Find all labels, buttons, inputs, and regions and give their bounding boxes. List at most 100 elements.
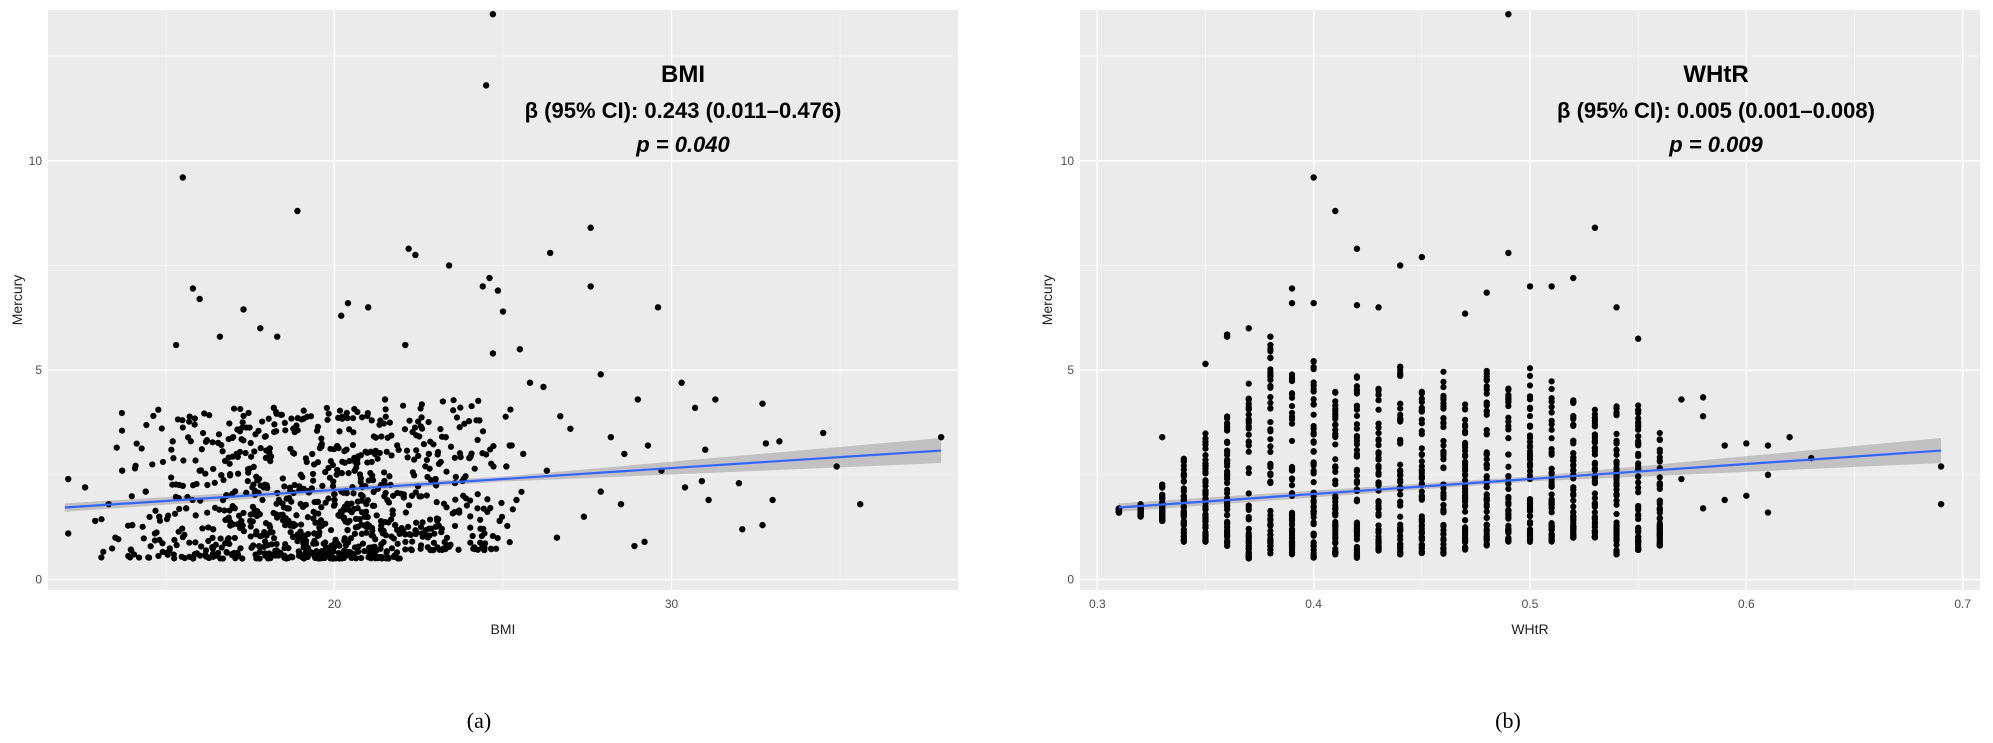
data-point	[1721, 496, 1728, 504]
data-point	[275, 496, 282, 503]
x-tick-label: 30	[665, 597, 679, 611]
data-point	[503, 463, 510, 470]
data-point	[411, 472, 418, 479]
data-point	[1202, 515, 1209, 523]
data-point	[1353, 477, 1361, 485]
data-point	[1353, 390, 1361, 397]
data-point	[1591, 415, 1599, 422]
data-point	[314, 498, 322, 505]
data-point	[1613, 497, 1620, 504]
data-point	[1418, 431, 1425, 438]
data-point	[1483, 514, 1490, 521]
data-point	[219, 497, 227, 504]
data-point	[1635, 433, 1642, 440]
data-point	[1461, 416, 1469, 423]
data-point	[315, 519, 323, 526]
data-point	[1245, 380, 1252, 387]
data-point	[243, 489, 250, 496]
data-point	[383, 448, 390, 455]
data-point	[1310, 547, 1317, 554]
data-point	[1440, 501, 1447, 509]
data-point	[118, 409, 125, 417]
data-point	[1332, 498, 1339, 505]
data-point	[467, 539, 474, 546]
data-point	[1548, 470, 1555, 478]
data-point	[418, 401, 425, 408]
data-point	[1224, 523, 1231, 530]
data-point	[366, 549, 373, 557]
data-point	[479, 283, 486, 290]
data-point	[1224, 490, 1231, 497]
data-point	[1310, 514, 1317, 521]
data-point	[293, 512, 300, 519]
data-point	[309, 450, 316, 458]
data-point	[1461, 528, 1469, 535]
data-point	[518, 488, 525, 495]
data-point	[1353, 453, 1361, 460]
data-point	[156, 513, 163, 520]
data-point	[1570, 399, 1577, 407]
data-point	[475, 397, 482, 404]
data-point	[247, 523, 254, 530]
data-point	[1245, 490, 1252, 497]
data-point	[433, 499, 440, 506]
annotation-title: WHtR	[1683, 61, 1748, 88]
data-point	[1353, 536, 1361, 543]
data-point	[482, 82, 490, 89]
data-point	[1288, 299, 1296, 307]
data-point	[187, 438, 194, 445]
data-point	[384, 554, 392, 561]
data-point	[237, 405, 244, 413]
data-point	[142, 488, 149, 495]
data-point	[1613, 451, 1620, 458]
data-point	[342, 518, 349, 525]
data-point	[1353, 245, 1361, 252]
data-point	[1635, 546, 1642, 553]
data-point	[118, 467, 126, 474]
data-point	[1635, 442, 1642, 449]
data-point	[1526, 512, 1534, 519]
data-points	[65, 10, 945, 562]
panel-label: (b)	[1495, 708, 1521, 733]
data-point	[302, 455, 309, 462]
data-point	[266, 449, 273, 456]
data-point	[1461, 492, 1469, 499]
data-point	[286, 494, 293, 502]
data-point	[477, 516, 484, 523]
data-point	[380, 539, 387, 546]
data-point	[400, 491, 407, 498]
data-point	[1656, 506, 1663, 514]
data-point	[1591, 431, 1599, 438]
data-point	[324, 416, 331, 423]
data-point	[1224, 439, 1231, 447]
data-point	[304, 413, 311, 420]
data-point	[1267, 333, 1274, 340]
data-point	[1353, 434, 1361, 441]
data-point	[1440, 537, 1447, 544]
data-point	[1310, 448, 1317, 455]
data-point	[1353, 412, 1361, 420]
data-point	[383, 548, 390, 555]
data-point	[504, 522, 511, 530]
data-point	[255, 475, 263, 483]
data-point	[451, 522, 459, 530]
data-point	[1332, 407, 1339, 415]
data-point	[1548, 491, 1555, 498]
data-point	[1332, 464, 1339, 471]
data-point	[1180, 526, 1187, 533]
data-point	[1332, 481, 1339, 488]
data-point	[225, 454, 232, 461]
data-point	[285, 517, 292, 524]
data-point	[691, 404, 699, 412]
x-tick-label: 0.4	[1305, 597, 1322, 611]
data-point	[502, 413, 509, 420]
data-point	[1483, 386, 1490, 393]
data-point	[402, 509, 409, 516]
data-point	[1224, 457, 1231, 464]
data-point	[1440, 437, 1447, 445]
data-point	[1526, 461, 1534, 469]
data-point	[379, 530, 386, 537]
data-point	[1570, 274, 1577, 282]
data-point	[309, 470, 317, 478]
data-point	[819, 429, 827, 437]
